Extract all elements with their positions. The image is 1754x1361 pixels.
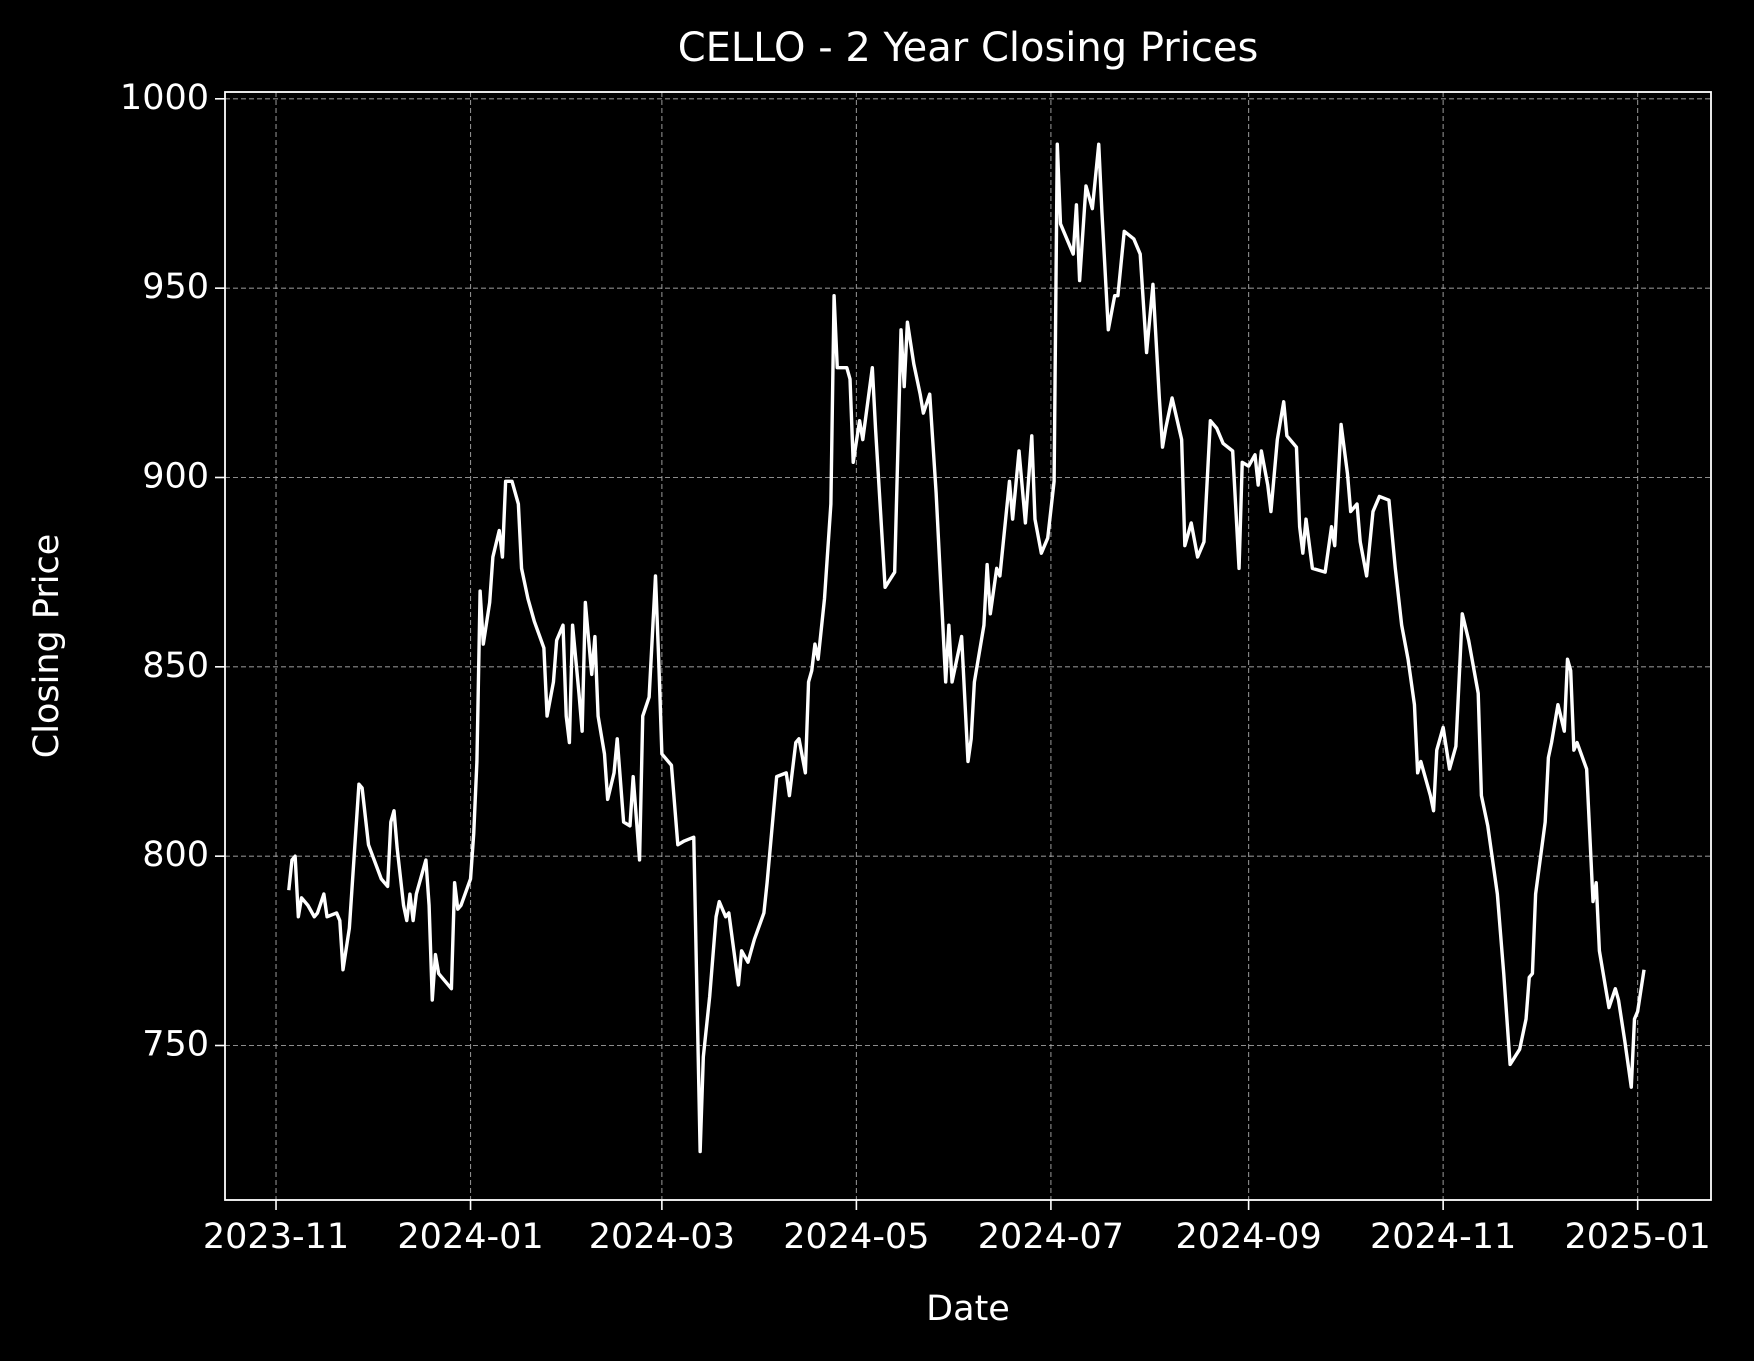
x-tick-label: 2024-11 [1370, 1217, 1516, 1257]
x-tick-label: 2024-09 [1175, 1217, 1321, 1257]
y-tick-label: 900 [142, 456, 209, 496]
x-tick-label: 2025-01 [1565, 1217, 1711, 1257]
y-tick-label: 850 [142, 646, 209, 686]
y-tick-label: 1000 [120, 78, 209, 118]
x-tick-label: 2024-03 [589, 1217, 735, 1257]
chart-title: CELLO - 2 Year Closing Prices [678, 25, 1259, 71]
x-tick-label: 2023-11 [203, 1217, 349, 1257]
y-tick-label: 800 [142, 835, 209, 875]
y-tick-label: 750 [142, 1025, 209, 1065]
y-axis-label: Closing Price [27, 534, 67, 758]
grid [225, 92, 1711, 1200]
y-tick-label: 950 [142, 267, 209, 307]
x-tick-label: 2024-01 [397, 1217, 543, 1257]
plot-frame [224, 91, 1712, 1201]
x-axis-label: Date [926, 1289, 1010, 1329]
price-line [287, 142, 1646, 1154]
plot-area [287, 142, 1646, 1154]
x-tick-label: 2024-05 [783, 1217, 929, 1257]
x-tick-label: 2024-07 [978, 1217, 1124, 1257]
